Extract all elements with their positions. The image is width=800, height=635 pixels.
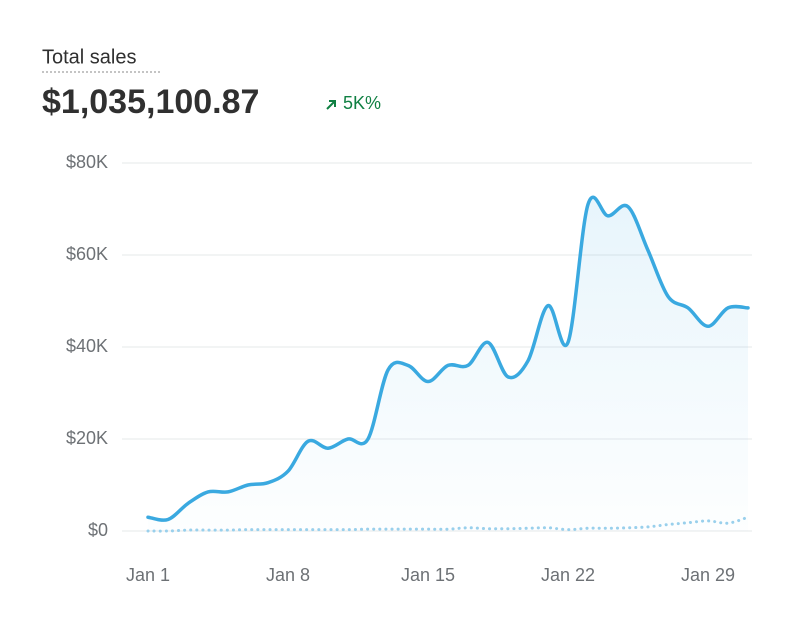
area bbox=[148, 197, 748, 531]
x-tick-label: Jan 29 bbox=[681, 565, 735, 585]
chart-title: Total sales bbox=[42, 46, 137, 68]
change-value: 5K% bbox=[343, 93, 381, 113]
x-tick-label: Jan 15 bbox=[401, 565, 455, 585]
x-tick-label: Jan 22 bbox=[541, 565, 595, 585]
y-tick-label: $0 bbox=[88, 520, 108, 540]
line-series bbox=[146, 195, 750, 522]
total-value: $1,035,100.87 bbox=[42, 83, 259, 121]
y-tick-label: $20K bbox=[66, 428, 108, 448]
trend-arrow bbox=[326, 100, 336, 110]
y-tick-label: $60K bbox=[66, 244, 108, 264]
x-tick-label: Jan 8 bbox=[266, 565, 310, 585]
y-tick-label: $80K bbox=[66, 152, 108, 172]
y-tick-label: $40K bbox=[66, 336, 108, 356]
x-tick-label: Jan 1 bbox=[126, 565, 170, 585]
